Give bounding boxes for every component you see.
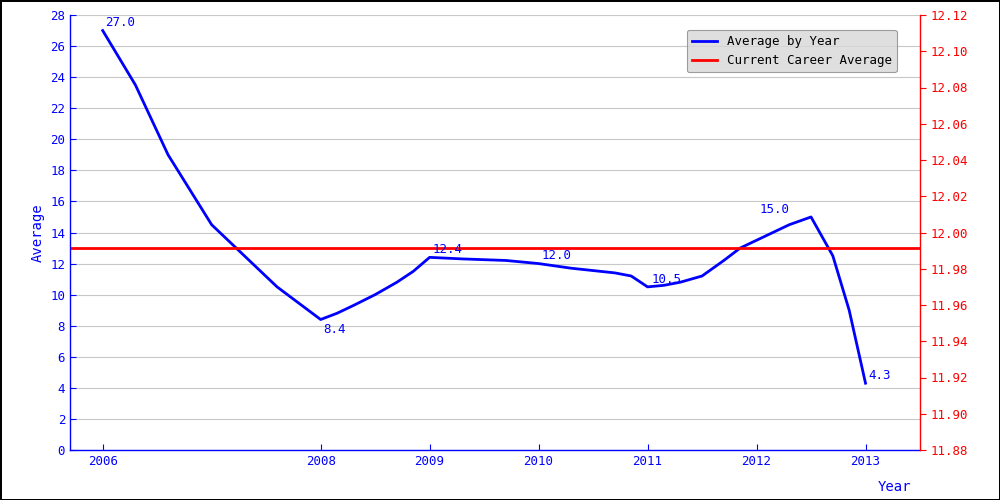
Average by Year <box>674 279 686 285</box>
Average by Year <box>331 310 343 316</box>
Average by Year <box>860 380 872 386</box>
Average by Year <box>424 254 436 260</box>
Text: 27.0: 27.0 <box>105 16 135 30</box>
Average by Year <box>696 273 708 279</box>
Average by Year <box>718 258 730 264</box>
Average by Year <box>478 256 490 262</box>
Text: 4.3: 4.3 <box>868 369 891 382</box>
Average by Year <box>238 253 250 259</box>
Average by Year <box>369 292 381 298</box>
Average by Year <box>456 256 468 262</box>
Average by Year <box>734 245 746 251</box>
Average by Year <box>97 28 109 34</box>
Average by Year <box>315 316 327 322</box>
Average by Year <box>162 152 174 158</box>
Average by Year <box>347 302 359 308</box>
Average by Year <box>440 255 452 261</box>
Average by Year <box>827 253 839 259</box>
Average by Year <box>783 222 795 228</box>
Average by Year <box>500 258 512 264</box>
Average by Year <box>658 282 670 288</box>
Average by Year <box>533 260 545 266</box>
Average by Year <box>516 259 528 265</box>
Average by Year <box>271 284 283 290</box>
Average by Year <box>549 263 561 269</box>
X-axis label: Year: Year <box>878 480 911 494</box>
Average by Year <box>843 307 855 313</box>
Average by Year <box>625 273 637 279</box>
Average by Year <box>206 222 218 228</box>
Average by Year <box>565 265 577 271</box>
Text: 12.0: 12.0 <box>541 250 571 262</box>
Average by Year <box>751 238 763 244</box>
Average by Year <box>805 214 817 220</box>
Text: 8.4: 8.4 <box>323 324 346 336</box>
Legend: Average by Year, Current Career Average: Average by Year, Current Career Average <box>687 30 897 72</box>
Average by Year <box>407 268 419 274</box>
Average by Year <box>609 270 621 276</box>
Average by Year <box>391 279 403 285</box>
Text: 15.0: 15.0 <box>759 203 789 216</box>
Average by Year <box>587 268 599 274</box>
Text: 10.5: 10.5 <box>652 272 682 285</box>
Average by Year <box>642 284 654 290</box>
Average by Year <box>129 82 141 88</box>
Average by Year <box>767 230 779 235</box>
Text: 12.4: 12.4 <box>432 243 462 256</box>
Y-axis label: Average: Average <box>31 203 45 262</box>
Line: Average by Year: Average by Year <box>103 30 866 383</box>
